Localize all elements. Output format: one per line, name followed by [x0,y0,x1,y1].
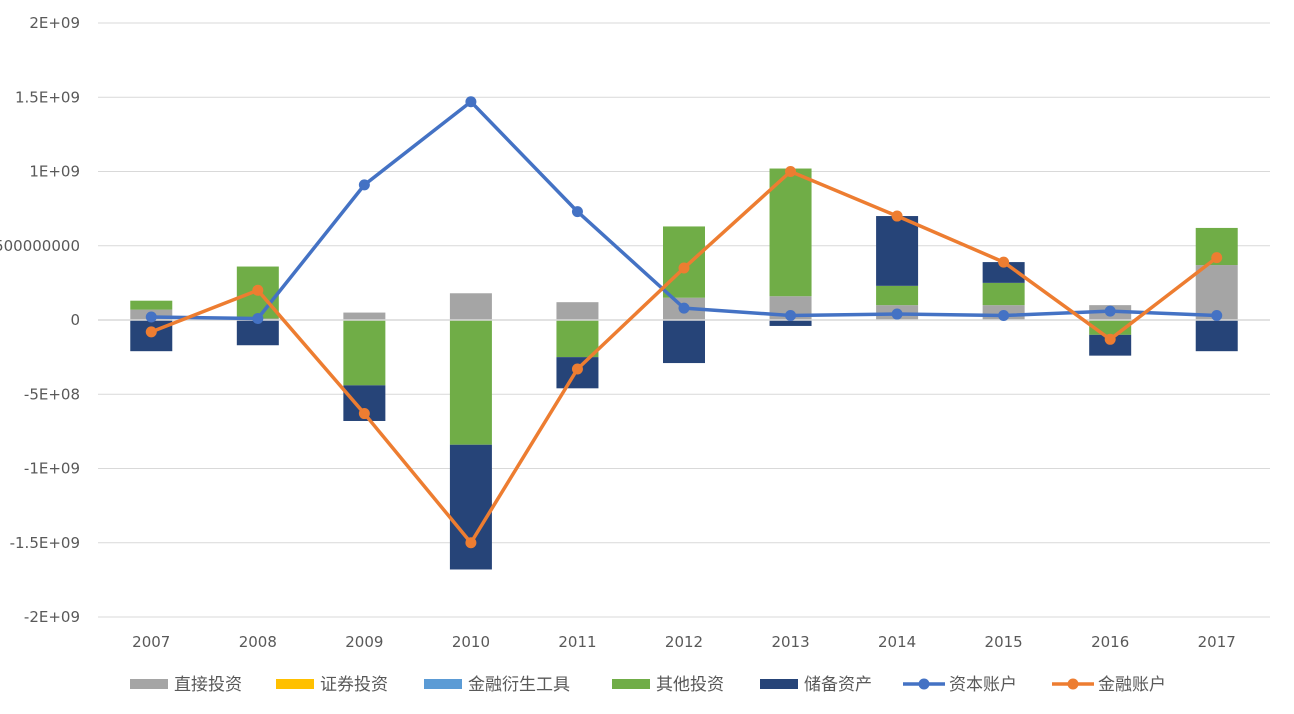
legend-swatch [276,679,314,689]
line-point-0-2015 [998,310,1010,322]
line-point-1-2013 [785,166,797,177]
x-tick-label: 2015 [985,633,1023,651]
series-lines [145,96,1223,549]
line-point-0-2007 [145,311,157,323]
legend-swatch [760,679,798,689]
legend-swatch [612,679,650,689]
bar-series-3-2012 [663,226,705,298]
x-axis-tick-labels: 2007 2008 2009 2010 2011 2012 2013 2014 2015 2016… [132,633,1236,651]
x-tick-label: 2008 [239,633,277,651]
y-tick-label: -1E+09 [24,460,80,478]
y-tick-label: 500000000 [0,237,80,255]
x-tick-label: 2017 [1198,633,1236,651]
legend-label: 金融账户 [1098,675,1166,695]
legend-label: 资本账户 [949,675,1017,695]
x-tick-label: 2013 [771,633,809,651]
y-tick-label: -2E+09 [24,608,80,626]
line-point-1-2017 [1211,252,1223,264]
line-point-1-2009 [358,408,370,420]
line-point-1-2011 [571,363,583,375]
bar-series-3-2010 [449,320,492,445]
bar-series-4-2016 [1089,334,1132,356]
line-point-1-2014 [891,210,903,222]
x-tick-label: 2016 [1091,633,1129,651]
line-point-0-2011 [571,206,583,218]
line-point-1-2007 [145,326,157,338]
legend: 直接投资 证券投资 金融衍生工具 其他投资 储备资产 资本账户 金融账户 [130,675,1166,695]
legend-swatch [130,679,168,689]
y-tick-label: -5E+08 [24,385,80,403]
line-point-1-2016 [1104,333,1116,345]
bar-series-3-2013 [769,168,812,297]
line-point-1-2015 [998,256,1010,268]
y-tick-label: -1.5E+09 [10,534,80,552]
y-tick-label: 1E+09 [29,163,80,181]
bar-series-3-2011 [556,320,599,358]
line-point-0-2016 [1104,305,1116,317]
bars [130,168,1238,570]
y-axis-tick-labels: 2E+09 1.5E+09 1E+09 500000000 0 -5E+08 -1E+09 -… [0,14,80,626]
bar-series-4-2015 [982,262,1025,283]
line-point-0-2008 [252,313,264,325]
legend-label: 金融衍生工具 [468,675,570,695]
legend-marker [1067,678,1079,690]
bar-series-0-2011 [556,302,599,320]
line-point-0-2017 [1211,310,1223,322]
bar-series-3-2015 [982,282,1025,306]
legend-swatch [424,679,462,689]
y-tick-label: 1.5E+09 [15,88,80,106]
bar-series-4-2010 [449,444,492,570]
bar-series-0-2010 [449,293,492,320]
legend-label: 证券投资 [320,675,388,695]
line-point-0-2009 [358,179,370,191]
line-point-1-2008 [252,284,264,296]
x-tick-label: 2014 [878,633,916,651]
legend-label: 直接投资 [174,675,242,695]
bar-series-3-2014 [876,285,919,306]
legend-label: 其他投资 [656,675,724,695]
x-tick-label: 2011 [558,633,596,651]
line-point-0-2010 [465,96,477,108]
bar-series-3-2007 [130,300,173,310]
y-tick-label: 0 [70,311,80,329]
bar-series-4-2013 [769,320,812,326]
line-point-0-2013 [785,310,797,322]
bar-series-4-2014 [876,216,919,286]
y-tick-label: 2E+09 [29,14,80,32]
line-point-1-2012 [678,262,690,274]
bar-series-3-2009 [343,320,386,386]
x-tick-label: 2007 [132,633,170,651]
bar-series-4-2017 [1195,320,1238,352]
bar-series-4-2008 [236,320,279,346]
line-point-0-2014 [891,308,903,320]
legend-marker [918,678,930,690]
bar-series-4-2012 [663,320,705,364]
x-tick-label: 2010 [452,633,490,651]
x-tick-label: 2009 [345,633,383,651]
line-point-0-2012 [678,302,690,314]
x-tick-label: 2012 [665,633,703,651]
bar-series-0-2009 [343,312,386,320]
legend-label: 储备资产 [804,675,872,695]
line-point-1-2010 [465,537,477,549]
